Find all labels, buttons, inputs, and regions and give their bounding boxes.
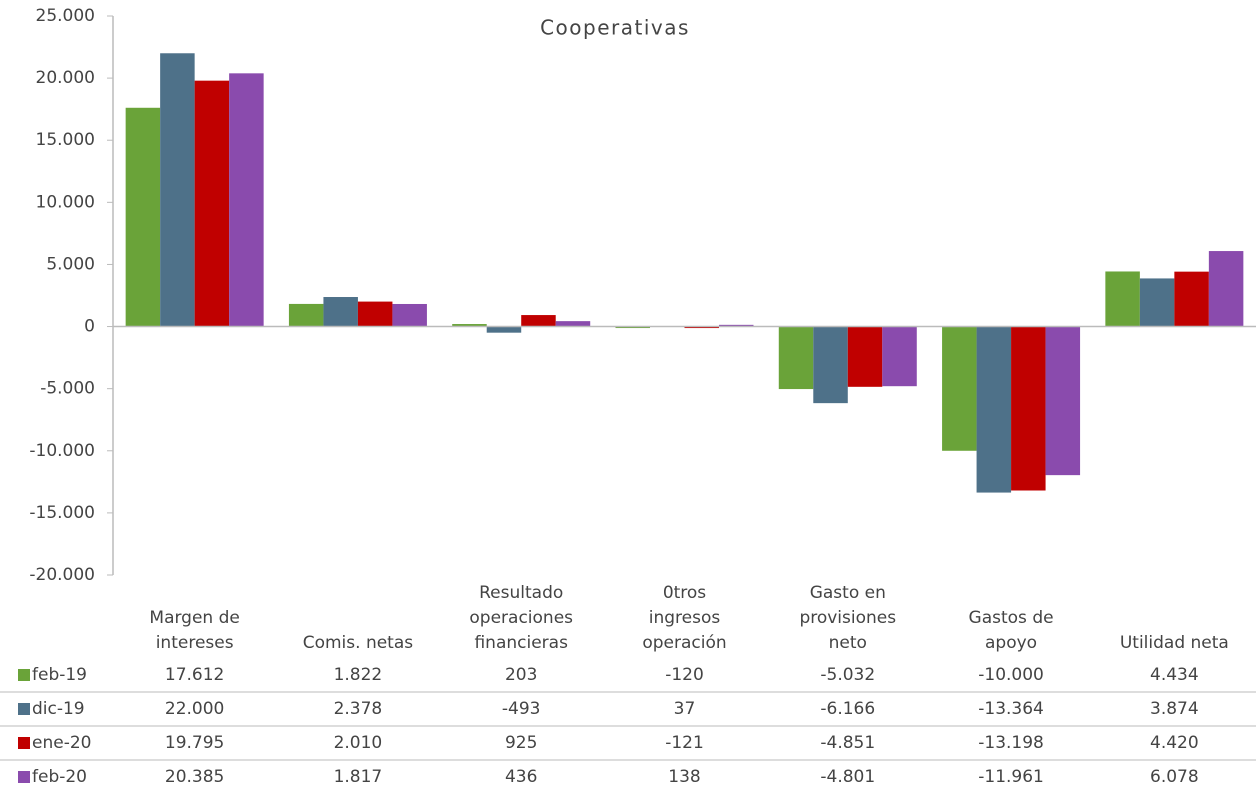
bar (813, 326, 848, 404)
bar (125, 107, 161, 327)
data-label: -13.198 (978, 733, 1044, 753)
legend-label: feb-20 (32, 767, 87, 787)
data-label: 1.822 (334, 665, 383, 685)
y-tick-label: -20.000 (29, 565, 95, 585)
data-label: 19.795 (165, 733, 224, 753)
y-tick-label: -10.000 (29, 441, 95, 461)
y-tick-label: -15.000 (29, 503, 95, 523)
bar (1139, 278, 1175, 327)
data-label: 37 (674, 699, 696, 719)
data-label: -493 (502, 699, 541, 719)
bar (1105, 271, 1140, 327)
bar (392, 303, 427, 327)
bar (160, 53, 195, 327)
bar (1045, 326, 1081, 476)
y-tick-label: 0 (84, 317, 95, 337)
bar (229, 73, 264, 327)
data-label: 20.385 (165, 767, 224, 787)
y-tick-label: -5.000 (40, 379, 95, 399)
data-label: -4.801 (820, 767, 875, 787)
x-tick-label: 0tros ingresos operación (642, 583, 727, 653)
data-label: 436 (505, 767, 537, 787)
data-label: 17.612 (165, 665, 224, 685)
bar (719, 324, 754, 327)
data-label: 2.010 (334, 733, 383, 753)
y-tick-label: 25.000 (36, 6, 95, 26)
data-label: 2.378 (334, 699, 383, 719)
bar (323, 297, 358, 327)
bar (976, 326, 1012, 493)
bar (684, 326, 719, 329)
bar (778, 326, 814, 390)
bar (942, 326, 977, 451)
bar (847, 326, 883, 387)
data-label: 22.000 (165, 699, 224, 719)
y-tick-label: 20.000 (36, 68, 95, 88)
legend-label: dic-19 (32, 699, 85, 719)
chart-title: Cooperativas (540, 16, 690, 40)
x-tick-label: Gasto en provisiones neto (799, 583, 897, 653)
data-label: -4.851 (820, 733, 875, 753)
bar (486, 326, 522, 333)
legend-swatch (18, 771, 30, 783)
data-label: -10.000 (978, 665, 1044, 685)
bar (1174, 271, 1209, 327)
data-label: 1.817 (334, 767, 383, 787)
bar (452, 324, 487, 327)
y-tick-label: 5.000 (46, 254, 95, 274)
data-label: 4.420 (1150, 733, 1199, 753)
legend-swatch (18, 669, 30, 681)
bar (1208, 251, 1244, 327)
data-label: 138 (668, 767, 700, 787)
bar (357, 301, 393, 327)
data-label: -13.364 (978, 699, 1044, 719)
data-label: 6.078 (1150, 767, 1199, 787)
legend-swatch (18, 737, 30, 749)
data-label: 925 (505, 733, 537, 753)
y-tick-label: 10.000 (36, 192, 95, 212)
legend-label: ene-20 (32, 733, 91, 753)
bar (555, 321, 591, 327)
y-tick-label: 15.000 (36, 130, 95, 150)
data-label: -121 (665, 733, 704, 753)
legend-swatch (18, 703, 30, 715)
bar (521, 315, 556, 327)
bar (1011, 326, 1046, 491)
data-label: -120 (665, 665, 704, 685)
x-tick-label: Margen de intereses (149, 608, 240, 653)
data-label: 203 (505, 665, 537, 685)
x-tick-label: Utilidad neta (1119, 633, 1229, 653)
data-label: -5.032 (820, 665, 875, 685)
bar (288, 303, 324, 327)
x-tick-label: Resultado operaciones financieras (469, 583, 574, 653)
bar (194, 80, 230, 327)
data-label: 3.874 (1150, 699, 1199, 719)
data-label: -6.166 (820, 699, 875, 719)
x-tick-label: Gastos de apoyo (968, 608, 1054, 653)
x-tick-label: Comis. netas (302, 633, 414, 653)
data-label: -11.961 (978, 767, 1044, 787)
data-label: 4.434 (1150, 665, 1199, 685)
legend-label: feb-19 (32, 665, 87, 685)
bar (882, 326, 917, 387)
